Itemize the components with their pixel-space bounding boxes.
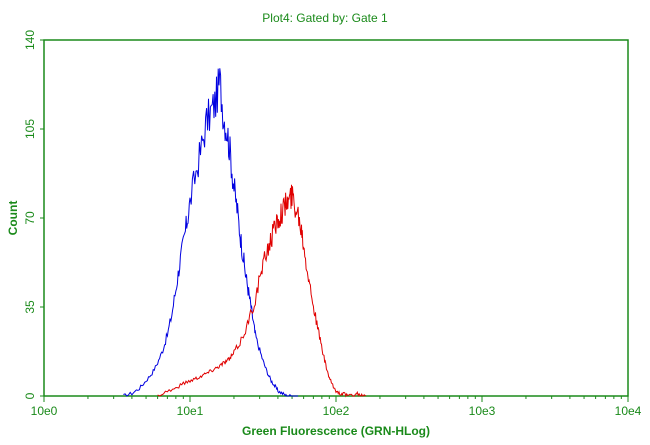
series-line-1 [123,68,299,397]
y-axis-label: Count [6,201,20,236]
y-tick-label: 70 [23,211,37,225]
x-tick-label: 10e1 [177,404,204,418]
x-tick-label: 10e3 [469,404,496,418]
y-tick-label: 35 [23,300,37,314]
series-line-2 [157,184,367,398]
x-tick-label: 10e4 [615,404,642,418]
series-layer [123,68,367,398]
y-axis: 0 35 70 105 140 [23,30,44,399]
chart-title: Plot4: Gated by: Gate 1 [262,11,388,25]
plot-frame [43,39,629,397]
x-tick-label: 10e0 [31,404,58,418]
x-tick-label: 10e2 [323,404,350,418]
x-axis-label: Green Fluorescence (GRN-HLog) [242,424,430,438]
y-tick-label: 140 [23,30,37,50]
x-axis: 10e0 10e1 10e2 10e3 10e4 [31,396,642,418]
y-tick-label: 0 [23,392,37,399]
y-tick-label: 105 [23,119,37,139]
